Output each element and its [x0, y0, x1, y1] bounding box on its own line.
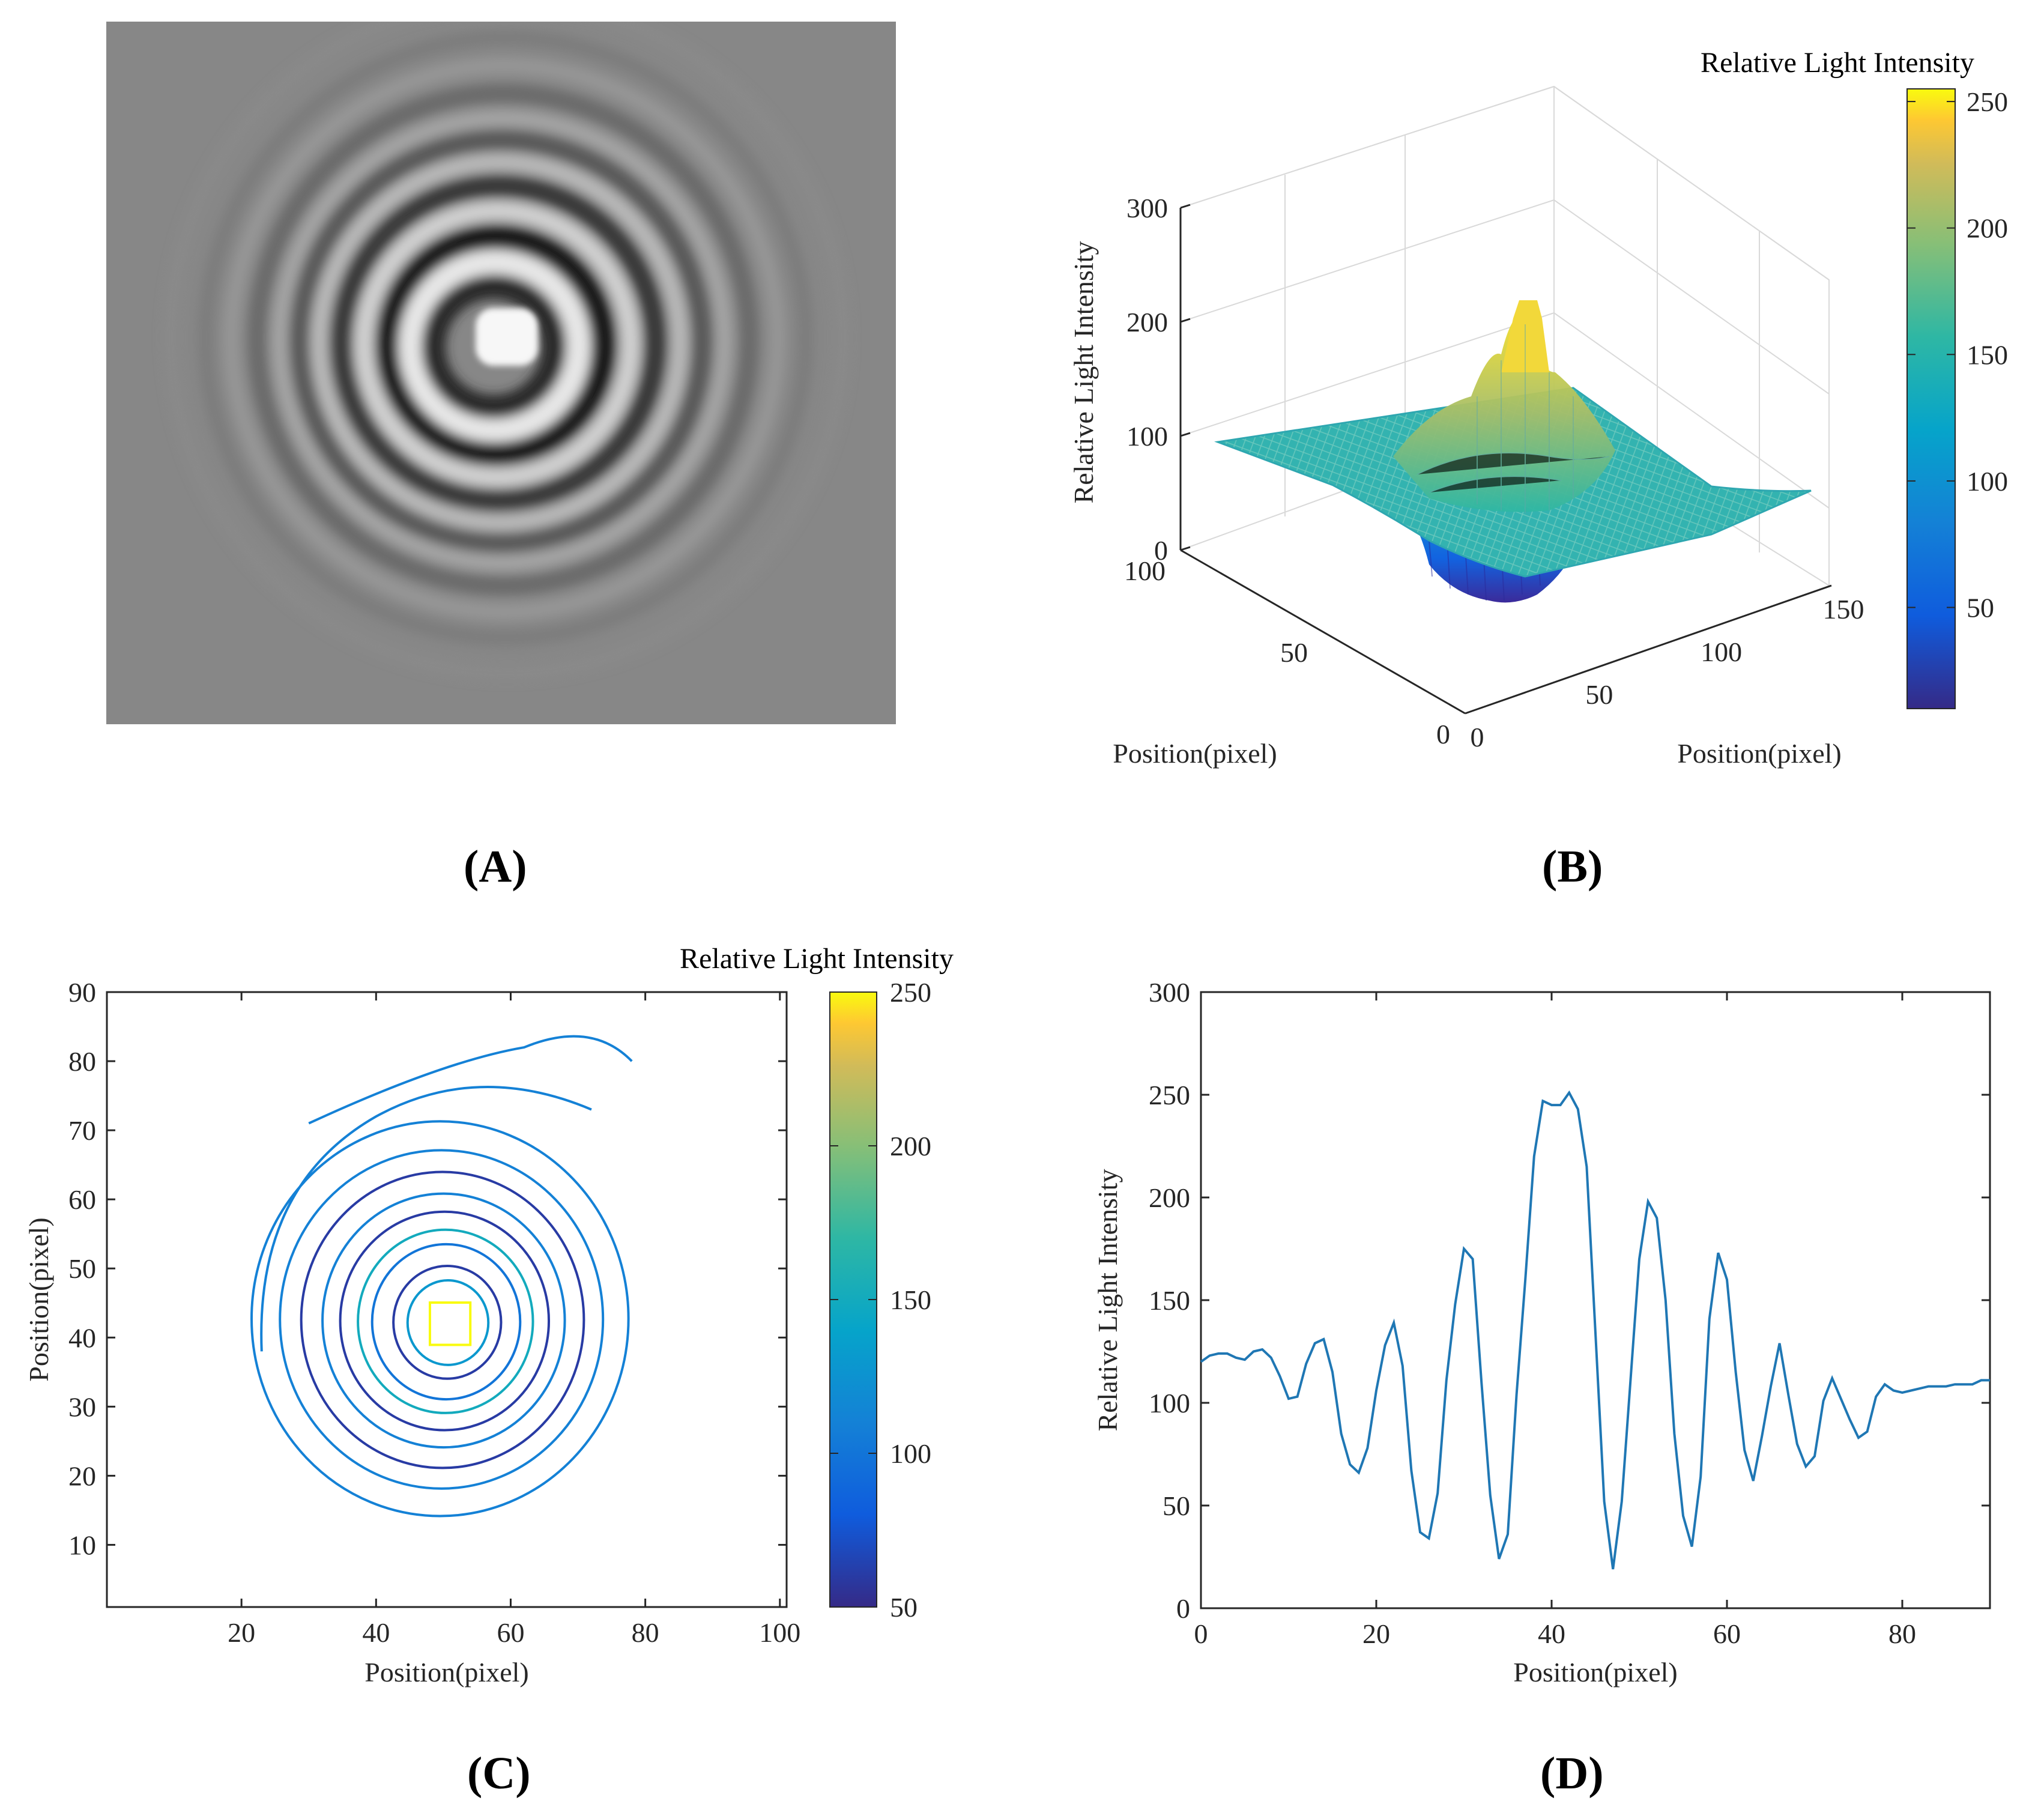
b-colorbar-tick-label: 50 — [1967, 593, 1994, 623]
interferogram-ring — [223, 58, 785, 620]
b-xlabel: Position(pixel) — [1113, 738, 1277, 769]
d-ytick-label: 50 — [1163, 1491, 1190, 1521]
c-ytick-label: 30 — [68, 1391, 96, 1422]
b-zlabel: Relative Light Intensity — [1068, 241, 1099, 504]
panel-d-line: 0 20 40 60 80 0 50 100 150 200 250 300 Position(pi… — [1092, 977, 1991, 1687]
c-plot-area — [106, 991, 788, 1608]
c-colorbar-tick-label: 200 — [890, 1131, 931, 1161]
interferogram-center-spot — [476, 308, 538, 366]
b-ztick-label: 200 — [1126, 307, 1168, 337]
interferogram-ring — [422, 274, 566, 419]
panel-label-b: (B) — [1542, 841, 1603, 892]
c-colorbar-tick-label: 150 — [890, 1285, 931, 1315]
interferogram-ring — [399, 250, 591, 442]
interferogram-ring — [272, 110, 732, 571]
c-colorbar-tick-label: 50 — [890, 1592, 918, 1623]
d-xtick-label: 0 — [1194, 1618, 1208, 1649]
c-ytick-label: 80 — [68, 1046, 96, 1077]
c-colorbar-title: Relative Light Intensity — [680, 943, 954, 975]
b-ytick-label: 0 — [1471, 722, 1484, 752]
c-contour-line — [260, 1086, 592, 1352]
c-contour-line — [370, 1242, 522, 1401]
c-xtick-label: 80 — [632, 1617, 659, 1648]
c-contour-line — [250, 1120, 630, 1518]
d-xtick-label: 60 — [1713, 1618, 1741, 1649]
panel-label-a: (A) — [464, 841, 527, 892]
b-xtick-label: 50 — [1280, 637, 1308, 668]
c-contour-line — [392, 1264, 503, 1380]
c-contour-line — [406, 1279, 490, 1366]
b-colorbar-tick-label: 250 — [1967, 86, 2008, 117]
c-ylabel: Position(pixel) — [23, 1217, 54, 1381]
c-xtick-label: 40 — [362, 1617, 390, 1648]
interferogram-ring — [329, 174, 668, 513]
c-ytick-label: 40 — [68, 1322, 96, 1353]
interferogram-ring — [198, 29, 814, 646]
c-xtick-label: 20 — [228, 1617, 255, 1648]
c-contour-line — [339, 1210, 551, 1432]
c-colorbar-tick-label: 250 — [890, 977, 931, 1008]
b-axes — [1179, 208, 1832, 715]
c-contour-line — [321, 1192, 566, 1449]
c-contour-line — [300, 1170, 585, 1469]
c-contour-line — [308, 1035, 633, 1125]
d-ytick-label: 300 — [1149, 977, 1190, 1008]
panel-label-d: (D) — [1540, 1748, 1604, 1799]
d-xtick-label: 40 — [1538, 1618, 1565, 1649]
d-plot-area — [1200, 991, 1991, 1609]
panel-a-interferogram — [106, 22, 896, 724]
d-ytick-label: 150 — [1149, 1285, 1190, 1316]
c-ytick-label: 10 — [68, 1530, 96, 1560]
d-ytick-label: 200 — [1149, 1182, 1190, 1213]
c-ytick-label: 70 — [68, 1115, 96, 1146]
c-xtick-label: 60 — [497, 1617, 524, 1648]
b-ytick-label: 100 — [1701, 637, 1742, 667]
b-xtick-label: 0 — [1436, 719, 1450, 749]
interferogram-ring — [165, 22, 849, 679]
b-colorbar-title: Relative Light Intensity — [1701, 47, 1974, 79]
d-xtick-label: 20 — [1362, 1618, 1390, 1649]
c-colorbar-tick-label: 100 — [890, 1438, 931, 1469]
panel-c-contour: 20 40 60 80 100 10 20 30 40 50 60 70 80 90 Position(… — [23, 943, 954, 1687]
c-ytick-label: 90 — [68, 977, 96, 1008]
d-ytick-label: 250 — [1149, 1080, 1190, 1110]
c-contour-line — [279, 1149, 605, 1490]
interferogram-ring — [375, 223, 617, 467]
interferogram-ring — [289, 130, 712, 553]
d-ytick-label: 100 — [1149, 1388, 1190, 1418]
b-colorbar-tick-label: 100 — [1967, 466, 2008, 497]
c-ytick-label: 60 — [68, 1184, 96, 1215]
c-ytick-label: 50 — [68, 1253, 96, 1284]
interferogram-ring — [354, 201, 641, 488]
b-ztick-label: 0 — [1154, 535, 1168, 566]
b-ztick-label: 100 — [1126, 421, 1168, 452]
c-ytick-label: 20 — [68, 1460, 96, 1491]
b-ztick-label: 300 — [1126, 193, 1168, 223]
d-ylabel: Relative Light Intensity — [1092, 1169, 1123, 1432]
d-xtick-label: 80 — [1888, 1618, 1916, 1649]
d-series-line — [1200, 1090, 1990, 1570]
b-colorbar-tick-label: 150 — [1967, 339, 2008, 370]
panel-label-c: (C) — [467, 1748, 531, 1799]
c-xlabel: Position(pixel) — [364, 1657, 528, 1687]
c-xtick-label: 100 — [759, 1617, 800, 1648]
c-contour-line — [357, 1228, 534, 1414]
b-xtick-label: 100 — [1124, 555, 1166, 586]
d-ytick-label: 0 — [1176, 1593, 1190, 1624]
b-ytick-label: 50 — [1585, 679, 1613, 710]
b-colorbar — [1906, 88, 1956, 709]
b-ylabel: Position(pixel) — [1677, 738, 1841, 769]
interferogram-ring — [248, 84, 758, 595]
d-xlabel: Position(pixel) — [1513, 1657, 1677, 1687]
c-contour-line — [428, 1301, 472, 1346]
b-ytick-label: 150 — [1823, 594, 1864, 625]
interferogram-ring — [310, 153, 689, 531]
b-colorbar-tick-label: 200 — [1967, 213, 2008, 244]
